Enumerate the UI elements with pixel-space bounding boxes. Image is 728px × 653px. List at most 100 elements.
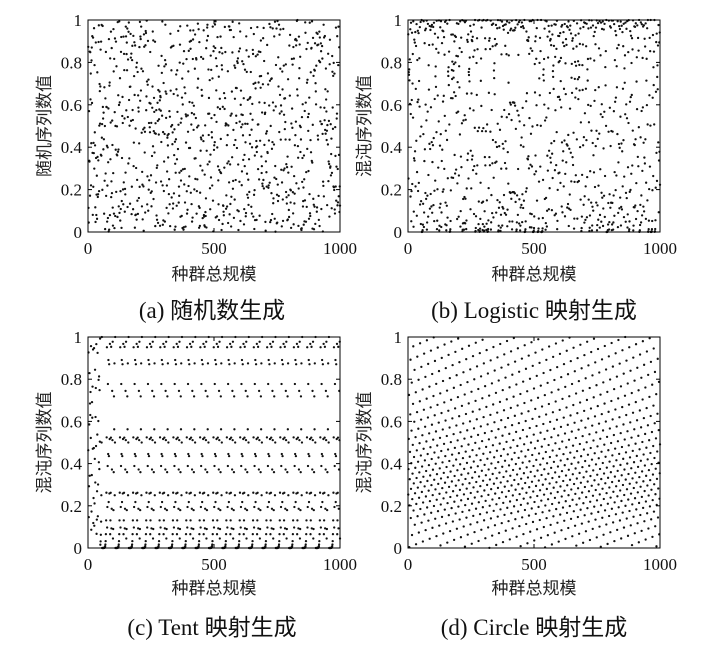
data-point [550, 502, 554, 506]
data-point [264, 111, 267, 114]
data-point [120, 35, 123, 39]
data-point [499, 342, 502, 346]
data-point [629, 524, 632, 527]
data-point [318, 36, 321, 39]
data-point [323, 106, 326, 109]
data-point [439, 202, 442, 205]
data-point [609, 26, 613, 29]
data-point [607, 201, 610, 205]
data-point [299, 125, 302, 129]
data-point [93, 524, 96, 527]
data-point [104, 97, 107, 100]
data-point [549, 44, 553, 47]
data-point [493, 93, 496, 96]
data-point [240, 452, 243, 456]
x-tick-label: 0 [404, 239, 413, 258]
data-point [639, 513, 642, 517]
data-point [154, 132, 157, 135]
data-point [95, 532, 98, 535]
data-point [540, 499, 543, 502]
data-point [297, 187, 300, 190]
data-point [442, 30, 445, 33]
data-point [166, 136, 169, 139]
data-point [639, 136, 642, 139]
data-point [186, 505, 189, 509]
data-point [300, 428, 303, 431]
data-point [223, 97, 227, 100]
data-point [653, 483, 656, 486]
data-point [578, 63, 581, 67]
data-point [480, 495, 483, 498]
data-point [255, 218, 258, 222]
data-point [296, 491, 299, 494]
data-point [179, 508, 182, 512]
data-point [622, 139, 625, 142]
data-point [278, 533, 281, 536]
data-point [640, 109, 643, 113]
data-point [149, 491, 152, 494]
data-point [538, 94, 541, 97]
data-point [98, 89, 101, 93]
data-point [439, 26, 442, 29]
data-point [168, 115, 172, 118]
data-point [655, 151, 658, 155]
data-point [213, 144, 216, 147]
data-point [628, 509, 631, 513]
data-point [453, 407, 457, 410]
data-point [528, 52, 531, 56]
data-point [476, 164, 479, 167]
data-point [525, 466, 528, 469]
data-point [462, 422, 465, 425]
data-point [108, 213, 112, 217]
data-point [605, 435, 609, 439]
data-point [133, 464, 136, 468]
data-point [246, 98, 249, 102]
data-point [445, 465, 448, 469]
data-point [112, 527, 115, 531]
data-point [616, 225, 620, 229]
data-point [140, 494, 143, 497]
data-point [547, 208, 551, 211]
data-point [575, 87, 578, 90]
data-point [512, 438, 515, 442]
data-point [149, 174, 153, 177]
data-point [507, 81, 510, 84]
data-point [101, 117, 105, 120]
data-point [514, 127, 518, 130]
data-point [619, 224, 623, 227]
data-point [449, 495, 452, 499]
data-point [157, 118, 161, 121]
data-point [188, 363, 191, 366]
data-point [195, 212, 198, 215]
data-point [138, 340, 141, 343]
data-point [333, 505, 336, 509]
data-point [289, 226, 293, 230]
data-point [599, 504, 603, 507]
data-point [424, 528, 427, 532]
data-point [531, 453, 534, 457]
data-point [306, 115, 310, 119]
data-point [444, 129, 447, 132]
data-point [597, 483, 600, 486]
data-point [133, 93, 136, 97]
data-point [655, 179, 659, 183]
data-point [156, 119, 159, 122]
data-point [613, 447, 617, 450]
data-point [551, 33, 554, 36]
data-point [243, 153, 246, 157]
data-point [409, 112, 412, 116]
data-point [510, 118, 513, 122]
data-point [439, 133, 442, 136]
data-point [254, 500, 257, 504]
data-point [106, 220, 109, 223]
data-point [242, 63, 245, 66]
data-point [604, 368, 608, 371]
data-point [110, 468, 114, 471]
data-point [337, 527, 340, 530]
data-point [600, 358, 604, 361]
data-point [643, 162, 647, 165]
data-point [537, 452, 541, 455]
data-point [450, 453, 454, 456]
data-point [548, 482, 551, 485]
data-point [495, 503, 498, 506]
